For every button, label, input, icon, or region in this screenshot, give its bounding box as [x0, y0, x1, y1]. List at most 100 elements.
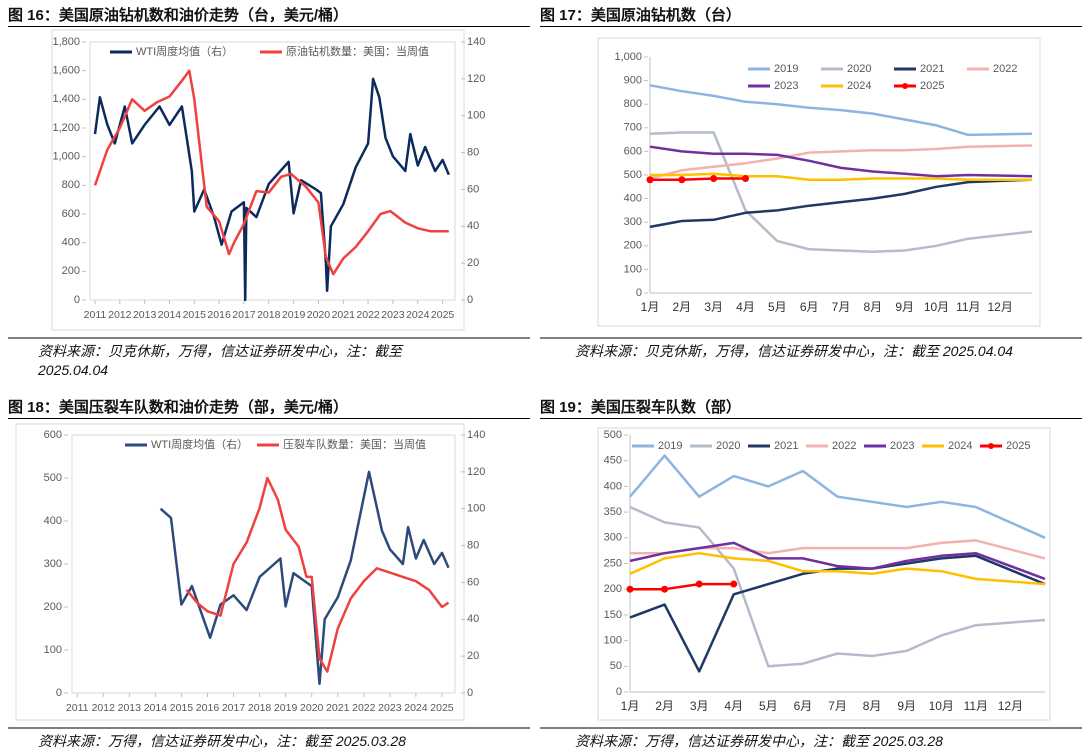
- chart-title: 图 18：美国压裂车队数和油价走势（部，美元/桶）: [8, 396, 530, 419]
- chart-frame: [51, 29, 465, 331]
- x-tick-label: 2014: [144, 702, 168, 714]
- legend-label: 2025: [920, 80, 944, 92]
- y-tick-label: 600: [44, 429, 62, 441]
- legend-label: 2023: [774, 80, 798, 92]
- y-tick-label: 150: [604, 609, 622, 621]
- legend-label: 2021: [774, 440, 798, 452]
- series-marker: [710, 175, 718, 183]
- series-line: [649, 144, 1033, 180]
- y-tick-label: 350: [604, 506, 622, 518]
- y-tick-label: 500: [624, 169, 642, 181]
- x-tick-label: 2023: [381, 309, 405, 321]
- y-tick-label: 1,000: [614, 51, 642, 63]
- x-tick-label: 9月: [895, 300, 914, 314]
- y-tick-label: 450: [604, 455, 622, 467]
- x-tick-label: 2013: [118, 702, 142, 714]
- y-tick-label: 600: [62, 208, 80, 220]
- x-tick-label: 2023: [378, 702, 402, 714]
- y-tick-label: 300: [604, 532, 622, 544]
- x-tick-label: 12月: [998, 699, 1023, 713]
- x-tick-label: 5月: [759, 699, 778, 713]
- legend-label: 2022: [993, 63, 1017, 75]
- x-tick-label: 7月: [828, 699, 847, 713]
- y-tick-label: 1,600: [52, 65, 80, 77]
- y-tick-label: 200: [44, 601, 62, 613]
- series-marker: [646, 176, 654, 184]
- x-tick-label: 2月: [672, 300, 691, 314]
- y-tick-label: 0: [467, 294, 473, 306]
- x-tick-label: 2019: [282, 309, 306, 321]
- series-line: [649, 131, 1033, 253]
- x-tick-label: 2017: [222, 702, 246, 714]
- series-line: [630, 582, 734, 591]
- source-note: 资料来源：万得，信达证券研发中心，注：截至 2025.03.28: [575, 733, 943, 749]
- x-tick-label: 3月: [704, 300, 723, 314]
- y-tick-label: 0: [636, 287, 642, 299]
- x-tick-label: 2015: [170, 702, 194, 714]
- chart-frame: [15, 423, 465, 721]
- y-tick-label: 250: [604, 557, 622, 569]
- x-tick-label: 6月: [794, 699, 813, 713]
- x-tick-label: 2024: [406, 309, 430, 321]
- y-tick-label: 0: [56, 687, 62, 699]
- legend-marker: [902, 83, 908, 89]
- x-tick-label: 5月: [768, 300, 787, 314]
- legend-label: 2024: [948, 440, 972, 452]
- series-line: [649, 84, 1033, 137]
- x-tick-label: 10月: [929, 699, 954, 713]
- chart-title: 图 16：美国原油钻机数和油价走势（台，美元/桶）: [8, 4, 530, 27]
- x-tick-label: 7月: [832, 300, 851, 314]
- x-tick-label: 2015: [183, 309, 207, 321]
- x-tick-label: 8月: [863, 300, 882, 314]
- y-tick-label: 500: [604, 429, 622, 441]
- y-tick-label: 100: [624, 263, 642, 275]
- x-tick-label: 12月: [987, 300, 1012, 314]
- series-line: [185, 476, 450, 673]
- x-tick-label: 1月: [621, 699, 640, 713]
- x-tick-label: 2012: [108, 309, 132, 321]
- x-tick-label: 1月: [641, 300, 660, 314]
- y-tick-label: 300: [44, 558, 62, 570]
- y-tick-label: 600: [624, 145, 642, 157]
- series-line: [629, 505, 1046, 668]
- y-tick-label: 1,800: [52, 36, 80, 48]
- series-line: [629, 551, 1046, 586]
- x-tick-label: 2022: [356, 309, 380, 321]
- y-tick-label: 80: [467, 539, 479, 551]
- y-tick-label: 500: [44, 472, 62, 484]
- y-tick-label: 200: [62, 265, 80, 277]
- y-tick-label: 120: [467, 73, 485, 85]
- x-tick-label: 10月: [924, 300, 949, 314]
- y-tick-label: 120: [467, 466, 485, 478]
- legend-label: 2025: [1006, 440, 1030, 452]
- y-tick-label: 200: [624, 240, 642, 252]
- x-tick-label: 2011: [84, 309, 107, 321]
- y-tick-label: 400: [62, 237, 80, 249]
- x-tick-label: 2025: [431, 309, 455, 321]
- legend-label: 2020: [847, 63, 871, 75]
- chart-title: 图 19：美国压裂车队数（部）: [540, 396, 1082, 419]
- y-tick-label: 140: [467, 429, 485, 441]
- x-tick-label: 2020: [307, 309, 331, 321]
- series-line: [650, 172, 1032, 181]
- x-tick-label: 11月: [964, 699, 988, 713]
- legend-label: 2019: [658, 440, 682, 452]
- series-line: [93, 69, 449, 276]
- x-tick-label: 8月: [863, 699, 882, 713]
- x-tick-label: 2018: [257, 309, 281, 321]
- x-tick-label: 3月: [690, 699, 709, 713]
- series-line: [93, 77, 450, 302]
- x-tick-label: 2022: [352, 702, 376, 714]
- x-tick-label: 4月: [736, 300, 755, 314]
- y-tick-label: 1,400: [52, 93, 80, 105]
- series-marker: [695, 580, 703, 588]
- series-line: [650, 177, 746, 181]
- series-line: [159, 470, 450, 686]
- y-tick-label: 40: [467, 220, 479, 232]
- x-tick-label: 2月: [655, 699, 674, 713]
- legend-label: 2019: [774, 63, 798, 75]
- x-tick-label: 2013: [133, 309, 157, 321]
- legend-label: 2023: [890, 440, 914, 452]
- x-tick-label: 2024: [404, 702, 428, 714]
